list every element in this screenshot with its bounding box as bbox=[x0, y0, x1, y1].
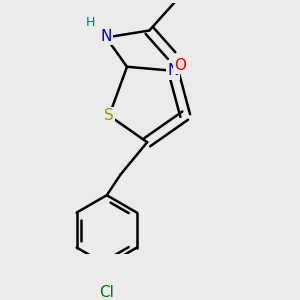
Text: N: N bbox=[100, 28, 112, 44]
Text: Cl: Cl bbox=[99, 285, 114, 300]
Text: N: N bbox=[167, 63, 179, 78]
Text: O: O bbox=[174, 58, 186, 73]
Text: S: S bbox=[104, 108, 114, 123]
Text: H: H bbox=[86, 16, 95, 28]
